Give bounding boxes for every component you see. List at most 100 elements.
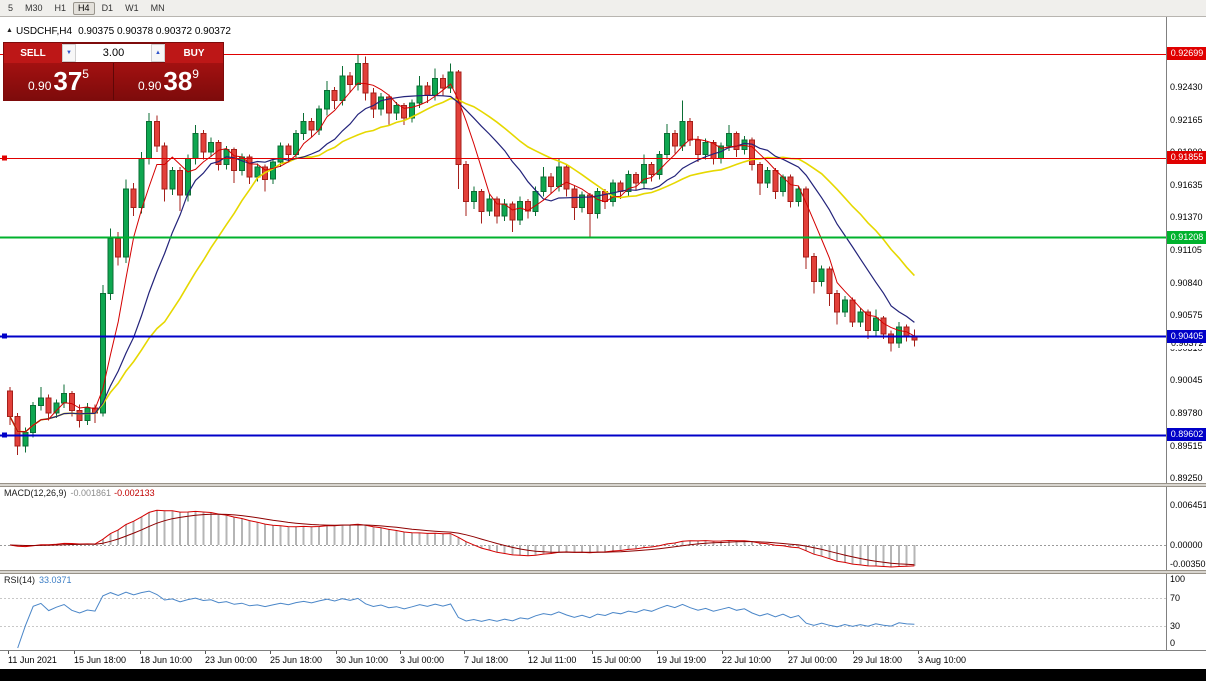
sell-price-prefix: 0.90 (28, 79, 52, 93)
volume-value[interactable]: 3.00 (102, 47, 125, 59)
time-tick-mark (528, 651, 529, 654)
rsi-panel: RSI(14) 33.0371 100 70 30 0 (0, 574, 1206, 650)
price-tick: 0.89250 (1170, 473, 1203, 484)
sell-price-main: 37 (53, 66, 83, 96)
sell-price-pip: 5 (82, 67, 89, 81)
panel-splitter[interactable] (0, 483, 1206, 487)
rsi-axis-tick: 30 (1170, 621, 1181, 632)
time-tick-mark (592, 651, 593, 654)
price-level-label: 0.89602 (1167, 428, 1206, 442)
time-axis: 11 Jun 2021 15 Jun 18:00 18 Jun 10:00 23 Ju… (0, 650, 1206, 669)
rsi-label: RSI(14) 33.0371 (4, 575, 72, 585)
macd-main-value: -0.001861 (70, 488, 112, 498)
timeframe-toolbar: 5 M30 H1 H4 D1 W1 MN (0, 0, 1206, 17)
time-label: 18 Jun 10:00 (140, 655, 193, 665)
price-tick: 0.90840 (1170, 277, 1203, 288)
time-tick-mark (400, 651, 401, 654)
time-tick-mark (336, 651, 337, 654)
price-tick: 0.91370 (1170, 212, 1203, 223)
sell-button[interactable]: SELL (4, 43, 62, 63)
price-tick: 0.92430 (1170, 82, 1203, 92)
time-tick-mark (657, 651, 658, 654)
time-label: 27 Jul 00:00 (788, 655, 838, 665)
time-label: 30 Jun 10:00 (336, 655, 389, 665)
macd-axis-tick: 0.006451 (1170, 500, 1206, 511)
time-label: 3 Jul 00:00 (400, 655, 445, 665)
main-chart-panel: 0.924300.921650.919000.916350.913700.911… (0, 17, 1206, 483)
time-tick-mark (788, 651, 789, 654)
price-chart-canvas[interactable] (0, 17, 1166, 483)
chart-title: USDCHF,H4 (15, 26, 73, 37)
price-tick: 0.90575 (1170, 310, 1203, 321)
buy-price-pip: 9 (192, 67, 199, 81)
buy-price-prefix: 0.90 (138, 79, 162, 93)
macd-axis: 0.006451 0.00000 -0.00350 (1166, 487, 1206, 570)
chart-ohlc-values: 0.90375 0.90378 0.90372 0.90372 (78, 26, 231, 37)
time-label: 7 Jul 18:00 (464, 655, 509, 665)
buy-price-button[interactable]: 0.90 38 9 (114, 63, 223, 100)
rsi-axis-tick: 100 (1170, 574, 1186, 584)
time-label: 12 Jul 11:00 (528, 655, 577, 665)
price-tick: 0.89515 (1170, 440, 1203, 451)
collapse-icon[interactable]: ▲ (6, 27, 13, 34)
price-axis: 0.924300.921650.919000.916350.913700.911… (1166, 17, 1206, 483)
time-tick-mark (722, 651, 723, 654)
time-label: 29 Jul 18:00 (853, 655, 903, 665)
macd-axis-tick: -0.00350 (1170, 559, 1206, 569)
macd-title: MACD(12,26,9) (4, 488, 67, 498)
price-level-label: 0.91208 (1167, 230, 1206, 244)
time-label: 15 Jun 18:00 (74, 655, 127, 665)
rsi-value: 33.0371 (39, 575, 72, 585)
price-tick: 0.90045 (1170, 375, 1203, 386)
time-tick-mark (140, 651, 141, 654)
time-label: 23 Jun 00:00 (205, 655, 258, 665)
price-level-label: 0.90405 (1167, 329, 1206, 343)
rsi-axis-tick: 70 (1170, 592, 1181, 603)
period-button-w1[interactable]: W1 (125, 2, 139, 13)
price-tick: 0.89780 (1170, 407, 1203, 418)
time-label: 11 Jun 2021 (8, 655, 57, 665)
time-tick-mark (205, 651, 206, 654)
volume-decrease-icon[interactable]: ▼ (62, 44, 76, 62)
price-tick: 0.92165 (1170, 114, 1203, 125)
period-button-m30[interactable]: M30 (25, 2, 43, 13)
taskbar (0, 669, 1206, 681)
time-label: 3 Aug 10:00 (918, 655, 967, 665)
macd-signal-value: -0.002133 (114, 488, 155, 498)
macd-canvas[interactable] (0, 487, 1166, 570)
time-label: 15 Jul 00:00 (592, 655, 642, 665)
price-tick: 0.91105 (1170, 244, 1202, 255)
time-tick-mark (8, 651, 9, 654)
one-click-trading-widget: SELL ▼ 3.00 ▲ BUY 0.90 37 5 0.90 38 9 (4, 43, 223, 100)
time-tick-mark (853, 651, 854, 654)
rsi-axis-tick: 0 (1170, 638, 1176, 648)
panel-splitter[interactable] (0, 570, 1206, 574)
rsi-title: RSI(14) (4, 575, 36, 585)
buy-button[interactable]: BUY (165, 43, 223, 63)
volume-increase-icon[interactable]: ▲ (151, 44, 165, 62)
time-tick-mark (464, 651, 465, 654)
rsi-canvas[interactable] (0, 574, 1166, 650)
period-button-h1[interactable]: H1 (54, 2, 67, 13)
period-button-5[interactable]: 5 (8, 2, 14, 13)
volume-control: ▼ 3.00 ▲ (62, 43, 165, 63)
period-button-mn[interactable]: MN (150, 2, 165, 13)
period-button-d1[interactable]: D1 (101, 2, 114, 13)
time-tick-mark (74, 651, 75, 654)
sell-price-button[interactable]: 0.90 37 5 (4, 63, 114, 100)
time-label: 25 Jun 18:00 (270, 655, 323, 665)
time-label: 19 Jul 19:00 (657, 655, 707, 665)
price-level-label: 0.91855 (1167, 151, 1206, 165)
chart-header: ▲ USDCHF,H4 0.90375 0.90378 0.90372 0.9037… (6, 26, 231, 37)
macd-label: MACD(12,26,9) -0.001861 -0.002133 (4, 488, 155, 498)
macd-panel: MACD(12,26,9) -0.001861 -0.002133 0.006451… (0, 487, 1206, 570)
rsi-axis: 100 70 30 0 (1166, 574, 1206, 650)
period-button-h4[interactable]: H4 (73, 1, 95, 15)
time-label: 22 Jul 10:00 (722, 655, 772, 665)
time-tick-mark (270, 651, 271, 654)
time-tick-mark (918, 651, 919, 654)
price-level-label: 0.92699 (1167, 47, 1206, 61)
buy-price-main: 38 (163, 66, 193, 96)
price-tick: 0.91635 (1170, 179, 1203, 190)
